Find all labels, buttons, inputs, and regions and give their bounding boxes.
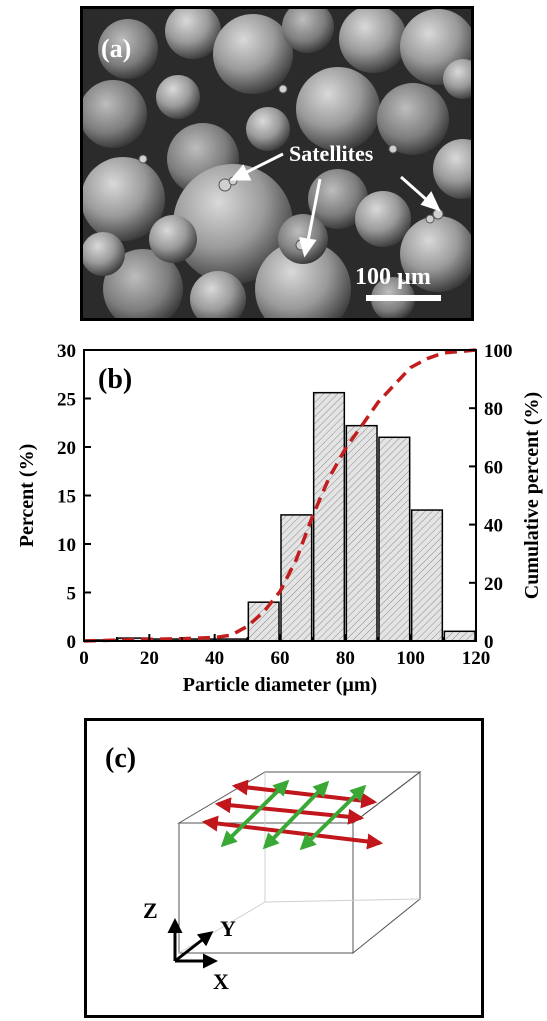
y-tick-label: 5 xyxy=(67,584,77,605)
panel-c-label: (c) xyxy=(105,743,136,774)
histogram-bar-9 xyxy=(378,436,411,642)
green-scan-tracks xyxy=(220,779,367,851)
satellite-particle xyxy=(425,214,435,224)
x-tick-label: 120 xyxy=(462,648,491,669)
satellite-particle xyxy=(138,154,148,164)
powder-particle xyxy=(433,139,471,199)
sem-image: (a) Satellites 100 µm xyxy=(83,9,471,318)
y2-tick-label: 80 xyxy=(484,399,503,420)
satellite-particle xyxy=(388,144,398,154)
y2-tick-label: 40 xyxy=(484,516,503,537)
histogram-bar-8 xyxy=(345,424,378,642)
powder-particle xyxy=(213,14,293,94)
coordinate-axes xyxy=(167,918,218,969)
histogram-bars xyxy=(84,391,476,642)
powder-particle xyxy=(173,164,293,284)
chart-svg: 0 20 40 60 80 100 120051015202530020406080100 … xyxy=(16,341,543,696)
x-tick-label: 40 xyxy=(205,648,224,669)
powder-particle xyxy=(255,241,351,318)
scan-schematic: (c) Z Y X xyxy=(105,743,422,994)
powder-particle xyxy=(443,59,471,99)
y-axis-label: Percent (%) xyxy=(16,444,38,547)
y2-tick-label: 60 xyxy=(484,457,503,478)
y-tick-label: 20 xyxy=(57,438,76,459)
histogram-bar-7 xyxy=(312,391,346,642)
sem-micrograph-panel: (a) Satellites 100 µm xyxy=(80,6,474,321)
powder-particle xyxy=(83,80,147,148)
axis-z-label: Z xyxy=(143,898,158,923)
powder-particle xyxy=(149,215,197,263)
scan-strategy-panel: (c) Z Y X xyxy=(84,718,484,1018)
axis-y-label: Y xyxy=(220,916,236,941)
powder-particle xyxy=(308,169,368,229)
satellites-annotation: Satellites xyxy=(289,141,374,166)
scale-bar-label: 100 µm xyxy=(355,264,431,290)
powder-particle xyxy=(190,271,246,318)
y2-tick-label: 20 xyxy=(484,574,503,595)
powder-particle xyxy=(355,191,411,247)
x-tick-label: 60 xyxy=(271,648,290,669)
y-tick-label: 0 xyxy=(67,632,77,653)
panel-b-label: (b) xyxy=(98,364,132,395)
powder-particles xyxy=(83,9,471,318)
y-tick-label: 25 xyxy=(57,390,76,411)
size-distribution-chart: 0 20 40 60 80 100 120 0 5 10 15 20 25 30 0 20 40 60 80 100 … xyxy=(0,328,547,708)
x-tick-label: 0 xyxy=(79,648,89,669)
panel-a-label: (a) xyxy=(101,34,131,63)
x-tick-label: 80 xyxy=(336,648,355,669)
powder-particle xyxy=(165,9,221,59)
annotation-arrows xyxy=(229,152,441,258)
powder-particle xyxy=(103,249,183,318)
powder-particle xyxy=(98,19,158,79)
y-tick-label: 30 xyxy=(57,341,76,362)
y2-tick-label: 0 xyxy=(484,632,494,653)
histogram-bar-11 xyxy=(443,630,476,642)
powder-particle xyxy=(246,107,290,151)
axis-x-label: X xyxy=(213,969,229,994)
scale-bar xyxy=(366,295,441,301)
powder-particle xyxy=(282,9,334,53)
cube xyxy=(177,770,422,955)
histogram-bar-10 xyxy=(410,509,444,642)
powder-particle xyxy=(296,67,380,151)
powder-particle xyxy=(83,157,165,241)
powder-particle xyxy=(400,216,471,292)
cumulative-curve xyxy=(83,348,477,643)
powder-particle xyxy=(339,9,407,73)
y2-tick-label: 100 xyxy=(484,341,513,362)
y-tick-label: 10 xyxy=(57,535,76,556)
x-tick-label: 100 xyxy=(396,648,425,669)
x-tick-label: 20 xyxy=(140,648,159,669)
powder-particle xyxy=(377,83,449,155)
satellite-particle xyxy=(278,84,288,94)
powder-particle xyxy=(83,232,125,276)
powder-particle xyxy=(156,75,200,119)
y2-axis-label: Cumulative percent (%) xyxy=(521,392,543,599)
x-axis-label: Particle diameter (µm) xyxy=(183,674,377,696)
y-tick-label: 15 xyxy=(57,487,76,508)
